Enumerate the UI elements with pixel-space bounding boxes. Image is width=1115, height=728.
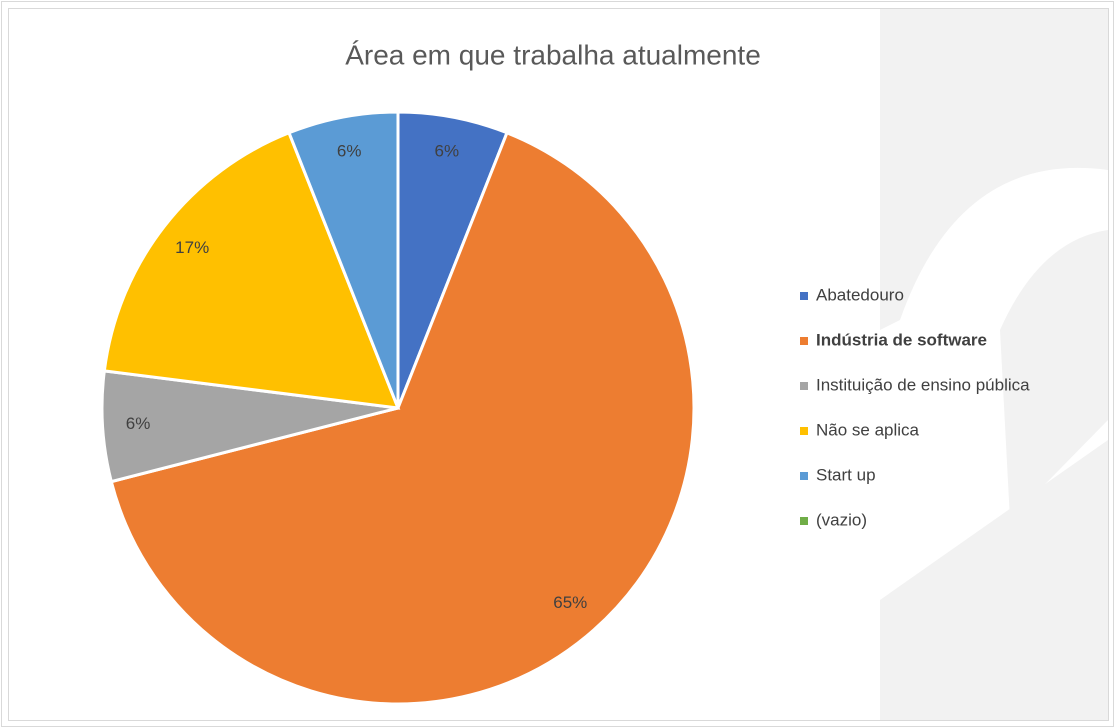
legend-marker [800,472,808,480]
legend-label: Não se aplica [816,420,920,439]
pie-slice [102,130,401,410]
chart-border [8,8,1109,721]
legend-label: Instituição de ensino pública [816,375,1030,394]
data-label: 6% [337,142,362,161]
legend-label: Abatedouro [816,285,904,304]
pie-slice [109,130,696,706]
legend-label: Indústria de software [816,330,987,349]
legend-marker [800,337,808,345]
legend-marker [800,427,808,435]
legend-label: Start up [816,465,876,484]
chart-title: Área em que trabalha atualmente [345,39,761,70]
watermark [880,8,1108,720]
data-label: 17% [175,238,209,257]
legend-marker [800,382,808,390]
legend-marker [800,517,808,525]
data-label: 6% [435,142,460,161]
legend-label: (vazio) [816,510,867,529]
data-label: 65% [553,593,587,612]
legend-marker [800,292,808,300]
data-label: 6% [126,414,151,433]
